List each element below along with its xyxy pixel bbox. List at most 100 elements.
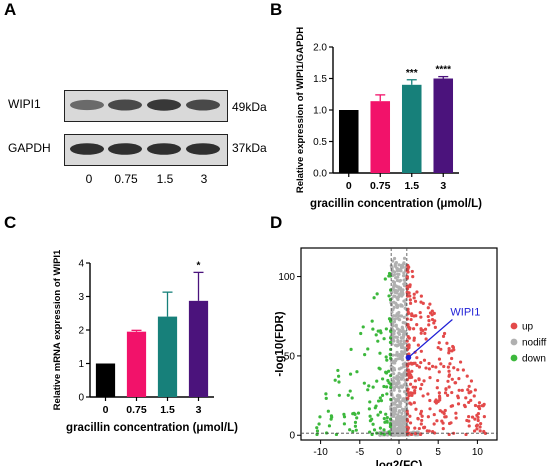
up-point: [477, 406, 482, 411]
gapdh-band: [108, 143, 142, 155]
down-point: [367, 384, 371, 388]
down-point: [378, 396, 382, 400]
up-point: [405, 419, 410, 423]
y-tick-label: 0: [289, 431, 295, 442]
up-point: [441, 427, 445, 431]
down-point: [387, 271, 392, 276]
down-point: [324, 392, 328, 396]
x-tick-label: -10: [313, 447, 328, 458]
up-point: [467, 384, 471, 388]
blot-bands-gapdh: [70, 143, 220, 155]
nodiff-point: [399, 422, 403, 427]
wipi1-band: [108, 99, 142, 111]
down-point: [387, 381, 391, 385]
up-point: [412, 338, 416, 342]
nodiff-point: [391, 307, 395, 312]
up-point: [466, 388, 470, 392]
blot-size-label: 37kDa: [232, 141, 267, 155]
nodiff-point: [397, 310, 401, 315]
nodiff-point: [397, 409, 402, 413]
nodiff-point: [396, 275, 400, 279]
nodiff-point: [392, 396, 396, 400]
legend-marker: [510, 338, 518, 346]
nodiff-point: [391, 259, 395, 263]
up-point: [479, 422, 483, 426]
down-point: [350, 396, 354, 400]
x-axis-title: gracillin concentration (μmol/L): [66, 422, 238, 434]
up-point: [419, 422, 423, 426]
down-point: [355, 416, 359, 420]
down-point: [353, 420, 358, 424]
up-point: [412, 327, 416, 331]
up-point: [439, 347, 443, 351]
nodiff-point: [403, 425, 407, 429]
down-point: [367, 407, 371, 411]
down-point: [315, 432, 319, 437]
nodiff-point: [402, 420, 407, 424]
up-point: [409, 373, 413, 378]
down-point: [337, 393, 341, 397]
up-point: [414, 407, 418, 411]
up-point: [436, 378, 440, 383]
up-point: [446, 379, 450, 383]
up-point: [408, 414, 412, 418]
up-point: [408, 382, 413, 386]
up-point: [428, 302, 432, 306]
legend-label: up: [522, 322, 534, 333]
up-point: [452, 366, 456, 370]
nodiff-point: [398, 401, 402, 405]
up-point: [445, 341, 449, 345]
up-point: [410, 313, 414, 318]
down-point: [342, 412, 346, 416]
up-point: [405, 317, 409, 321]
nodiff-point: [394, 301, 398, 305]
up-point: [408, 401, 412, 405]
up-point: [406, 311, 410, 315]
up-point: [447, 374, 451, 378]
nodiff-point: [402, 299, 406, 303]
up-point: [469, 379, 474, 383]
up-point: [450, 349, 454, 353]
up-point: [408, 327, 412, 331]
up-point: [419, 409, 424, 413]
up-point: [462, 403, 467, 407]
up-point: [419, 294, 423, 298]
up-point: [417, 377, 421, 381]
x-tick-label: -5: [355, 447, 364, 458]
blot-protein-label: GAPDH: [8, 141, 51, 155]
up-point: [423, 331, 427, 335]
up-point: [423, 327, 428, 331]
x-tick-label: 10: [472, 447, 484, 458]
nodiff-point: [393, 402, 397, 406]
down-point: [359, 331, 363, 336]
down-point: [317, 422, 321, 426]
nodiff-point: [396, 272, 400, 276]
up-point: [421, 394, 425, 398]
down-point: [372, 428, 377, 432]
nodiff-point: [390, 310, 394, 314]
up-point: [415, 323, 419, 327]
up-point: [478, 425, 482, 429]
up-point: [437, 391, 441, 395]
up-point: [442, 364, 446, 369]
up-point: [454, 416, 458, 420]
nodiff-point: [398, 278, 403, 283]
up-point: [428, 376, 432, 380]
nodiff-point: [392, 339, 396, 343]
nodiff-point: [392, 372, 396, 376]
x-axis-title: gracillin concentration (μmol/L): [310, 198, 482, 210]
up-point: [421, 301, 425, 305]
up-point: [409, 317, 413, 322]
down-point: [384, 370, 388, 374]
highlight-leader-line: [408, 319, 453, 358]
bar: [188, 300, 209, 397]
up-point: [472, 429, 477, 433]
nodiff-point: [401, 326, 405, 331]
up-point: [456, 396, 460, 400]
up-point: [437, 357, 442, 361]
down-point: [389, 356, 393, 360]
x-tick-label: 0: [346, 180, 352, 192]
up-point: [443, 391, 448, 395]
up-point: [413, 379, 417, 383]
nodiff-point: [397, 318, 402, 322]
